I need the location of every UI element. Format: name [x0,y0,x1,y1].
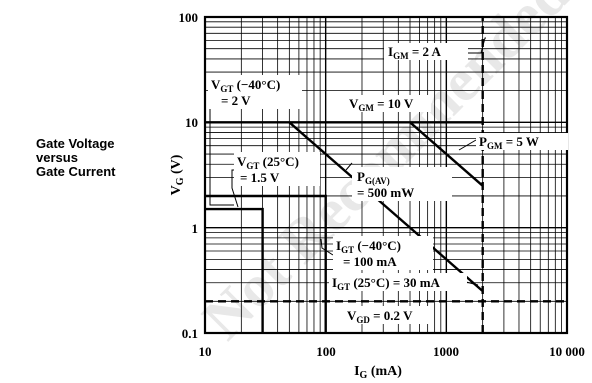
svg-text:= 1.5 V: = 1.5 V [240,170,280,185]
series-line-4 [409,121,484,187]
svg-text:IGT (−40°C): IGT (−40°C) [336,238,401,255]
x-tick-label-1000: 1000 [433,344,459,359]
side-title-line-1: Gate Voltage [36,136,115,151]
y-tick-label-0-1: 0.1 [182,326,198,341]
svg-text:= 2 V: = 2 V [221,93,251,108]
annotation-igm: IGM = 2 A [384,43,468,61]
x-tick-label-10000: 10 000 [549,344,585,359]
x-tick-label-100: 100 [316,344,336,359]
y-tick-label-10: 10 [185,115,198,130]
series-line-6 [205,207,264,333]
y-tick-label-100: 100 [179,10,199,25]
series-line-5 [205,194,327,333]
x-tick-label-10: 10 [199,344,212,359]
svg-text:PGM = 5 W: PGM = 5 W [479,134,539,151]
y-tick-label-1: 1 [192,221,199,236]
annotation-igt-minus40: IGT (−40°C) = 100 mA [333,236,433,270]
svg-text:= 500 mW: = 500 mW [357,185,414,200]
svg-text:= 100 mA: = 100 mA [343,254,397,269]
annotation-vgm: VGM = 10 V [345,95,431,113]
annotation-vgd: VGD = 0.2 V [343,306,429,325]
annotation-pgm: PGM = 5 W [476,133,568,151]
x-axis-label: IG (mA) [354,364,402,381]
annotation-vgt-25: VGT (25°C) = 1.5 V [234,152,320,186]
series-line-3 [288,121,484,293]
svg-text:PG(AV): PG(AV) [357,169,390,186]
annotation-pgav: PG(AV) = 500 mW [352,167,452,201]
svg-text:VGM = 10 V: VGM = 10 V [349,96,414,113]
svg-text:IGT (25°C) = 30 mA: IGT (25°C) = 30 mA [332,275,441,292]
svg-text:VGT (25°C): VGT (25°C) [237,154,299,171]
svg-text:VGT (−40°C): VGT (−40°C) [211,77,280,94]
y-axis-label: VG (V) [169,154,186,195]
svg-text:VGD = 0.2 V: VGD = 0.2 V [347,308,413,325]
side-title-line-3: Gate Current [36,164,116,179]
annotation-igt-25: IGT (25°C) = 30 mA [329,273,467,292]
plot-series [205,17,567,333]
side-title-line-2: versus [36,150,78,165]
svg-text:IGM = 2 A: IGM = 2 A [388,44,442,61]
annotation-leaders [209,37,486,286]
plot-frame [203,15,569,335]
annotation-vgt-minus40: VGT (−40°C) = 2 V [208,75,302,109]
chart-side-title: Gate Voltage versus Gate Current [36,137,115,179]
